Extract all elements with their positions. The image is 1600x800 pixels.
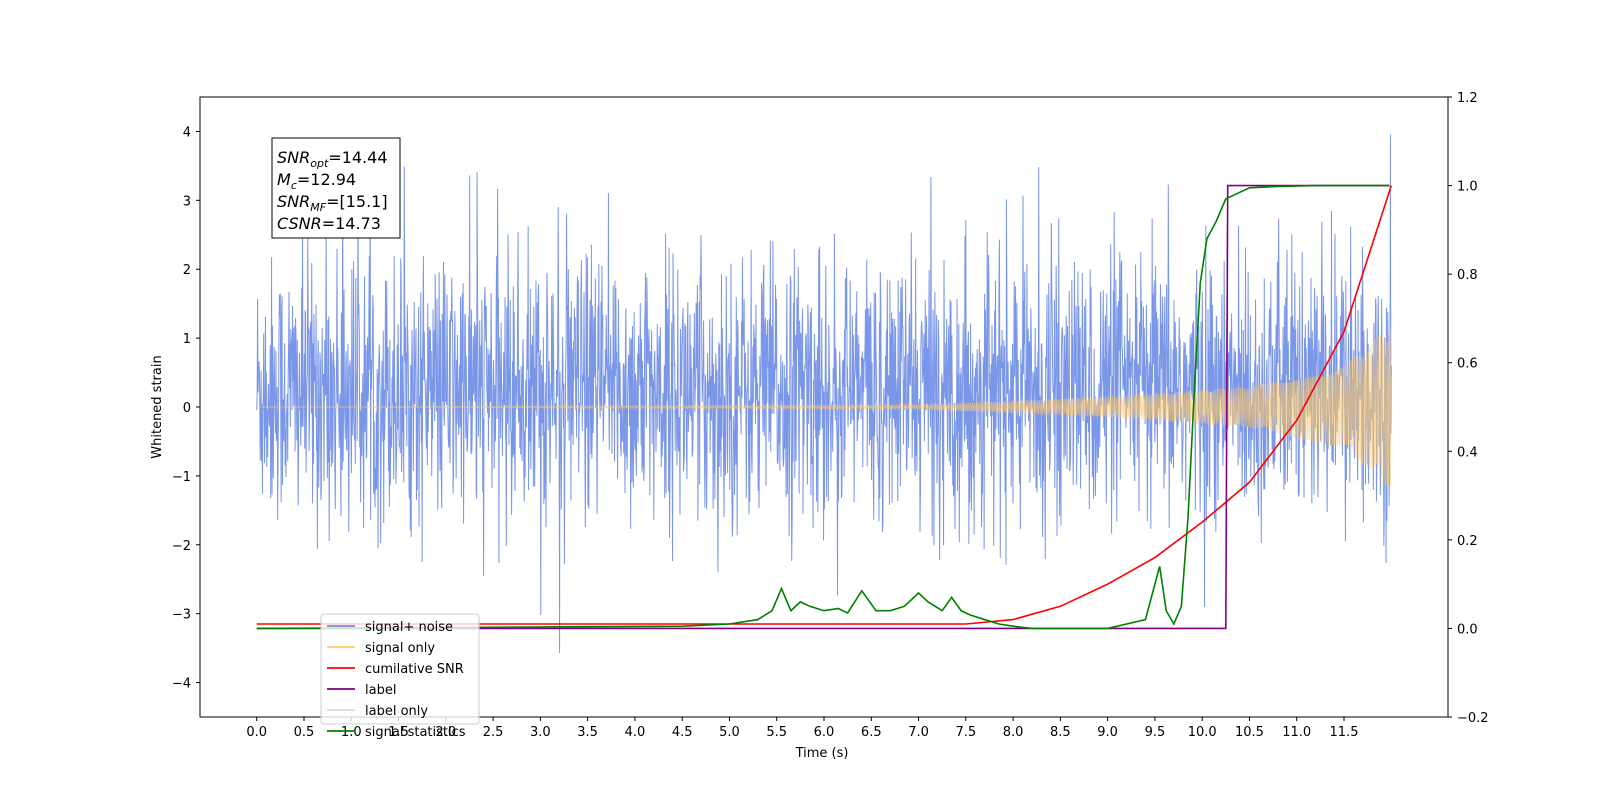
annotation-box: SNRopt=14.44Mc=12.94SNRMF=[15.1]CSNR=14.… xyxy=(271,137,401,239)
x-tick-label: 5.0 xyxy=(719,725,740,740)
x-tick-label: 7.5 xyxy=(955,725,976,740)
y-axis-right: −0.2 0.0 0.2 0.4 0.6 0.8 1.0 1.2 xyxy=(1448,91,1489,726)
x-tick-label: 11.0 xyxy=(1282,725,1311,740)
y-tick-label: −3 xyxy=(172,608,191,623)
y2-tick-label: 0.4 xyxy=(1457,445,1478,460)
x-tick-label: 3.0 xyxy=(530,725,551,740)
y-tick-label: 1 xyxy=(183,332,191,347)
x-axis: 0.0 0.5 1.0 1.5 2.0 2.5 3.0 3.5 4.0 4.5 5.0 5.5 6.0 6… xyxy=(246,717,1358,740)
y2-tick-label: 0.8 xyxy=(1457,268,1478,283)
annotation-line: Mc=12.94 xyxy=(277,170,356,192)
series-signal-noise-line xyxy=(256,134,1392,653)
y-tick-label: 0 xyxy=(183,401,191,416)
series-signal-statistics-line xyxy=(256,184,1390,630)
annotation-line: SNRMF=[15.1] xyxy=(277,192,388,214)
x-tick-label: 0.0 xyxy=(246,725,267,740)
x-axis-label: Time (s) xyxy=(795,746,849,761)
x-tick-label: 1.5 xyxy=(388,725,409,740)
x-tick-label: 4.5 xyxy=(672,725,693,740)
series-signal-only-line xyxy=(256,329,1392,487)
series-layer xyxy=(256,134,1393,653)
y2-tick-label: 0.2 xyxy=(1457,534,1478,549)
x-tick-label: 8.5 xyxy=(1050,725,1071,740)
x-tick-label: 5.5 xyxy=(766,725,787,740)
legend: signal+ noise signal only cumilative SNR la… xyxy=(320,613,480,740)
y-tick-label: 3 xyxy=(183,194,191,209)
y2-tick-label: 0.0 xyxy=(1457,622,1478,637)
y-tick-label: −2 xyxy=(172,539,191,554)
y2-tick-label: 1.2 xyxy=(1457,91,1478,106)
y-tick-label: −1 xyxy=(172,470,191,485)
x-tick-label: 11.5 xyxy=(1330,725,1359,740)
legend-label: label only xyxy=(365,704,428,719)
legend-label: signal only xyxy=(365,641,435,656)
legend-label: signal+ noise xyxy=(365,620,453,635)
y-tick-label: −4 xyxy=(172,677,191,692)
y-tick-label: 4 xyxy=(183,125,191,140)
x-tick-label: 1.0 xyxy=(341,725,362,740)
y-axis-label: Whitened strain xyxy=(150,355,165,458)
x-tick-label: 2.5 xyxy=(483,725,504,740)
legend-label: signal statistics xyxy=(365,725,466,740)
y2-tick-label: −0.2 xyxy=(1457,711,1489,726)
x-tick-label: 6.5 xyxy=(861,725,882,740)
legend-label: label xyxy=(365,683,396,698)
x-tick-label: 0.5 xyxy=(294,725,315,740)
y2-tick-label: 0.6 xyxy=(1457,357,1478,372)
x-tick-label: 10.5 xyxy=(1235,725,1264,740)
y-tick-label: 2 xyxy=(183,263,191,278)
x-tick-label: 3.5 xyxy=(577,725,598,740)
x-tick-label: 9.5 xyxy=(1145,725,1166,740)
x-tick-label: 4.0 xyxy=(625,725,646,740)
annotation-line: SNRopt=14.44 xyxy=(277,148,388,170)
annotation-frame xyxy=(271,137,401,239)
series-cumulative-snr-line xyxy=(256,185,1393,625)
legend-label: cumilative SNR xyxy=(365,662,464,677)
x-tick-label: 10.0 xyxy=(1188,725,1217,740)
x-tick-label: 9.0 xyxy=(1097,725,1118,740)
x-tick-label: 7.0 xyxy=(908,725,929,740)
x-tick-label: 2.0 xyxy=(435,725,456,740)
x-tick-label: 6.0 xyxy=(814,725,835,740)
annotation-line: CSNR=14.73 xyxy=(277,214,381,233)
legend-frame xyxy=(320,613,480,725)
y-axis-left: −4 −3 −2 −1 0 1 2 3 4 xyxy=(172,125,200,692)
y2-tick-label: 1.0 xyxy=(1457,180,1478,195)
x-tick-label: 8.0 xyxy=(1003,725,1024,740)
